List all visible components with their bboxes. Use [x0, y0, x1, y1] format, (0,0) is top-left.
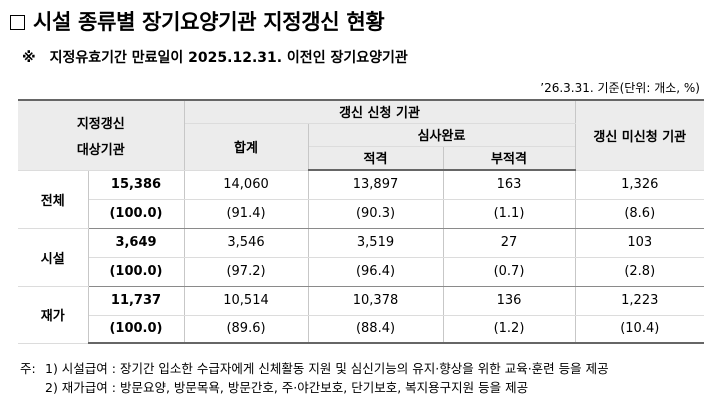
- cell-pass: (90.3): [307, 198, 444, 229]
- cell-not-applied: 1,223: [574, 285, 704, 316]
- reference-mark-icon: ※: [22, 50, 36, 66]
- header-review-done: 심사완료: [307, 122, 576, 147]
- row-label-facility: 시설: [18, 227, 89, 287]
- subtitle: ※ 지정유효기간 만료일이 2025.12.31. 이전인 장기요양기관: [22, 47, 408, 67]
- header-total: 합계: [183, 122, 309, 171]
- table-row: 재가 11,737 10,514 10,378 136 1,223: [18, 285, 704, 344]
- cell-pass: 13,897: [307, 169, 444, 200]
- row-label-home-care: 재가: [18, 285, 89, 344]
- cell-pass: (88.4): [307, 314, 444, 344]
- cell-target: (100.0): [87, 314, 185, 344]
- footnote-2: 2) 재가급여 : 방문요양, 방문목욕, 방문간호, 주·야간보호, 단기보호…: [20, 378, 609, 397]
- cell-target: (100.0): [87, 256, 185, 287]
- cell-fail: (1.2): [442, 314, 576, 344]
- table-row: 시설 3,649 3,546 3,519 27 103: [18, 227, 704, 287]
- cell-not-applied: 1,326: [574, 169, 704, 200]
- cell-not-applied: 103: [574, 227, 704, 258]
- footnote-text: 2) 재가급여 : 방문요양, 방문목욕, 방문간호, 주·야간보호, 단기보호…: [45, 380, 529, 395]
- cell-target: 15,386: [87, 169, 185, 200]
- cell-target: (100.0): [87, 198, 185, 229]
- cell-pass: 10,378: [307, 285, 444, 316]
- header-target-line1: 지정갱신: [76, 116, 125, 132]
- header-applied: 갱신 신청 기관: [183, 99, 576, 124]
- header-not-applied: 갱신 미신청 기관: [574, 99, 704, 171]
- cell-not-applied: (8.6): [574, 198, 704, 229]
- unit-note: ’26.3.31. 기준(단위: 개소, %): [540, 81, 700, 95]
- cell-total: 3,546: [183, 227, 309, 258]
- cell-fail: 163: [442, 169, 576, 200]
- header-pass: 적격: [307, 145, 444, 171]
- cell-fail: 27: [442, 227, 576, 258]
- cell-not-applied: (2.8): [574, 256, 704, 287]
- footnote-text: 1) 시설급여 : 장기간 입소한 수급자에게 신체활동 지원 및 심신기능의 …: [45, 361, 609, 376]
- page-title: 시설 종류별 장기요양기관 지정갱신 현황: [10, 6, 385, 36]
- subtitle-text: 지정유효기간 만료일이 2025.12.31. 이전인 장기요양기관: [49, 50, 408, 66]
- cell-total: 10,514: [183, 285, 309, 316]
- footnotes: 주: 1) 시설급여 : 장기간 입소한 수급자에게 신체활동 지원 및 심신기능…: [20, 359, 609, 397]
- cell-total: (97.2): [183, 256, 309, 287]
- table-row: 전체 15,386 14,060 13,897 163 1,326: [18, 169, 704, 229]
- header-target-line2: 대상기관: [76, 142, 125, 158]
- cell-total: (91.4): [183, 198, 309, 229]
- table-row: (100.0) (91.4) (90.3) (1.1) (8.6): [18, 198, 704, 229]
- page-title-text: 시설 종류별 장기요양기관 지정갱신 현황: [33, 10, 385, 34]
- cell-total: (89.6): [183, 314, 309, 344]
- checkbox-square-icon: [10, 15, 25, 30]
- cell-pass: (96.4): [307, 256, 444, 287]
- row-label-total: 전체: [18, 169, 89, 229]
- footnote-prefix: 주:: [20, 361, 36, 376]
- cell-pass: 3,519: [307, 227, 444, 258]
- cell-target: 11,737: [87, 285, 185, 316]
- cell-target: 3,649: [87, 227, 185, 258]
- table-row: (100.0) (89.6) (88.4) (1.2) (10.4): [18, 314, 704, 344]
- cell-fail: 136: [442, 285, 576, 316]
- header-fail: 부적격: [442, 145, 576, 171]
- cell-total: 14,060: [183, 169, 309, 200]
- table-row: (100.0) (97.2) (96.4) (0.7) (2.8): [18, 256, 704, 287]
- cell-not-applied: (10.4): [574, 314, 704, 344]
- cell-fail: (0.7): [442, 256, 576, 287]
- footnote-1: 주: 1) 시설급여 : 장기간 입소한 수급자에게 신체활동 지원 및 심신기능…: [20, 359, 609, 378]
- cell-fail: (1.1): [442, 198, 576, 229]
